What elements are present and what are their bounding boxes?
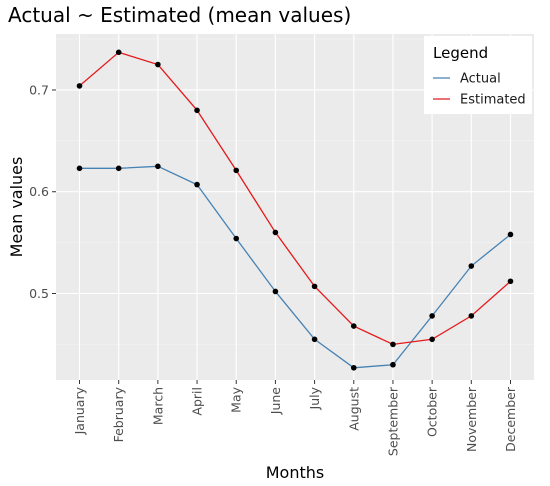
legend-title: Legend	[433, 44, 488, 62]
x-tick-label: January	[72, 386, 87, 435]
legend-label-estimated: Estimated	[460, 93, 526, 108]
y-tick-label: 0.5	[29, 286, 49, 301]
data-point-actual	[115, 165, 122, 172]
data-point-estimated	[311, 283, 318, 290]
series-line-estimated	[79, 51, 511, 346]
x-tick-label: June	[268, 387, 283, 416]
legend-box	[424, 36, 532, 114]
data-point-estimated	[507, 278, 514, 285]
legend: Legend Actual Estimated	[424, 36, 532, 114]
y-tick-label: 0.6	[29, 184, 49, 199]
x-tick-label: November	[464, 386, 479, 452]
x-tick-label: April	[190, 387, 205, 416]
data-point-actual	[468, 263, 475, 269]
x-tick-label: October	[425, 386, 440, 437]
y-tick-label: 0.7	[29, 82, 49, 97]
legend-label-actual: Actual	[460, 72, 501, 87]
data-point-estimated	[272, 229, 279, 236]
data-point-estimated	[390, 341, 396, 348]
data-point-estimated	[429, 336, 435, 343]
data-point-estimated	[350, 323, 357, 329]
data-point-actual	[194, 181, 200, 188]
data-point-actual	[233, 235, 240, 242]
x-tick-label: September	[385, 386, 400, 456]
x-axis: January February March April May June July Augu…	[72, 380, 518, 456]
data-point-estimated	[233, 167, 240, 174]
data-point-actual	[155, 163, 161, 170]
x-tick-label: July	[307, 386, 322, 410]
x-tick-label: February	[111, 386, 126, 442]
data-point-estimated	[468, 313, 475, 319]
data-point-actual	[311, 336, 318, 343]
data-point-estimated	[115, 49, 122, 56]
data-point-actual	[429, 313, 435, 319]
y-axis: 0.5 0.6 0.7	[29, 82, 56, 301]
x-tick-label: December	[503, 386, 518, 452]
data-point-actual	[76, 165, 83, 172]
x-tick-label: August	[346, 387, 361, 431]
data-point-actual	[390, 361, 396, 368]
x-tick-label: March	[150, 387, 165, 425]
x-axis-title: Months	[266, 463, 324, 482]
data-point-estimated	[155, 61, 161, 68]
grid	[56, 34, 534, 380]
series-layer	[76, 49, 514, 371]
data-point-actual	[272, 288, 279, 295]
series-line-actual	[79, 165, 511, 369]
data-point-estimated	[76, 83, 83, 89]
chart-title: Actual ~ Estimated (mean values)	[8, 3, 351, 27]
y-axis-title: Mean values	[7, 157, 26, 258]
x-tick-label: May	[229, 386, 244, 412]
data-point-estimated	[194, 107, 200, 114]
data-point-actual	[350, 364, 357, 371]
data-point-actual	[507, 231, 514, 238]
